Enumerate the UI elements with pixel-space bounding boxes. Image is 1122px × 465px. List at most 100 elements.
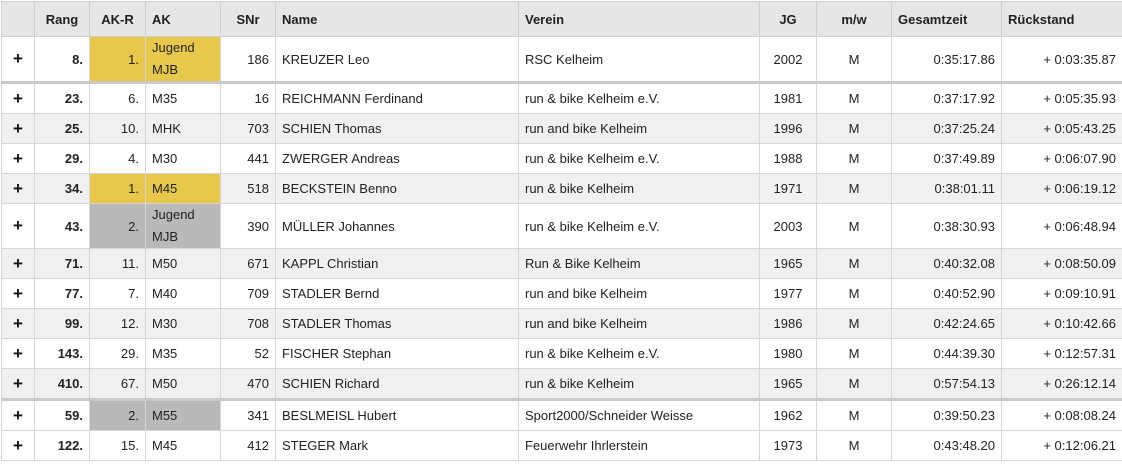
cell-rueckstand: + 0:08:50.09: [1002, 249, 1122, 279]
cell-gesamtzeit: 0:44:39.30: [892, 339, 1002, 369]
cell-ak: M30: [146, 144, 221, 174]
cell-gesamtzeit: 0:35:17.86: [892, 37, 1002, 83]
expand-button[interactable]: +: [2, 37, 35, 83]
cell-rueckstand: + 0:26:12.14: [1002, 369, 1122, 400]
cell-mw: M: [817, 279, 892, 309]
expand-button[interactable]: +: [2, 174, 35, 204]
cell-jg: 2002: [760, 37, 817, 83]
cell-rang: 143.: [35, 339, 90, 369]
col-header-mw[interactable]: m/w: [817, 2, 892, 37]
col-header-ak-r[interactable]: AK-R: [90, 2, 146, 37]
cell-snr: 341: [221, 400, 276, 431]
col-header-name[interactable]: Name: [276, 2, 519, 37]
col-header-verein[interactable]: Verein: [519, 2, 760, 37]
col-header-snr[interactable]: SNr: [221, 2, 276, 37]
cell-ak-rank: 1.: [90, 37, 146, 83]
cell-rueckstand: + 0:09:10.91: [1002, 279, 1122, 309]
cell-verein: run and bike Kelheim: [519, 279, 760, 309]
expand-button[interactable]: +: [2, 431, 35, 461]
cell-gesamtzeit: 0:57:54.13: [892, 369, 1002, 400]
cell-mw: M: [817, 174, 892, 204]
cell-name: STADLER Thomas: [276, 309, 519, 339]
cell-name: KREUZER Leo: [276, 37, 519, 83]
cell-ak-rank: 67.: [90, 369, 146, 400]
col-header-gesamtzeit[interactable]: Gesamtzeit: [892, 2, 1002, 37]
cell-verein: run and bike Kelheim: [519, 114, 760, 144]
cell-ak-rank: 2.: [90, 400, 146, 431]
cell-snr: 441: [221, 144, 276, 174]
cell-name: STEGER Mark: [276, 431, 519, 461]
cell-ak: M50: [146, 249, 221, 279]
cell-jg: 1981: [760, 83, 817, 114]
cell-mw: M: [817, 37, 892, 83]
cell-rueckstand: + 0:12:57.31: [1002, 339, 1122, 369]
cell-mw: M: [817, 339, 892, 369]
cell-rang: 410.: [35, 369, 90, 400]
cell-rang: 59.: [35, 400, 90, 431]
cell-verein: run and bike Kelheim: [519, 309, 760, 339]
cell-rueckstand: + 0:05:43.25: [1002, 114, 1122, 144]
cell-mw: M: [817, 400, 892, 431]
cell-rang: 77.: [35, 279, 90, 309]
cell-jg: 1980: [760, 339, 817, 369]
cell-jg: 1977: [760, 279, 817, 309]
cell-ak-rank: 7.: [90, 279, 146, 309]
cell-ak: MHK: [146, 114, 221, 144]
expand-button[interactable]: +: [2, 83, 35, 114]
expand-button[interactable]: +: [2, 339, 35, 369]
col-header-rang[interactable]: Rang: [35, 2, 90, 37]
cell-rang: 34.: [35, 174, 90, 204]
cell-ak: M30: [146, 309, 221, 339]
expand-button[interactable]: +: [2, 279, 35, 309]
cell-jg: 1962: [760, 400, 817, 431]
cell-gesamtzeit: 0:37:49.89: [892, 144, 1002, 174]
expand-button[interactable]: +: [2, 204, 35, 249]
cell-mw: M: [817, 369, 892, 400]
cell-ak: Jugend MJB: [146, 37, 221, 83]
cell-name: BESLMEISL Hubert: [276, 400, 519, 431]
cell-rueckstand: + 0:05:35.93: [1002, 83, 1122, 114]
expand-button[interactable]: +: [2, 369, 35, 400]
expand-button[interactable]: +: [2, 144, 35, 174]
cell-rang: 71.: [35, 249, 90, 279]
cell-verein: run & bike Kelheim: [519, 174, 760, 204]
col-header-jg[interactable]: JG: [760, 2, 817, 37]
cell-rueckstand: + 0:06:48.94: [1002, 204, 1122, 249]
cell-mw: M: [817, 144, 892, 174]
cell-rang: 8.: [35, 37, 90, 83]
cell-rang: 43.: [35, 204, 90, 249]
cell-verein: RSC Kelheim: [519, 37, 760, 83]
cell-snr: 709: [221, 279, 276, 309]
expand-button[interactable]: +: [2, 249, 35, 279]
expand-button[interactable]: +: [2, 114, 35, 144]
cell-snr: 470: [221, 369, 276, 400]
col-header-rueckstand[interactable]: Rückstand: [1002, 2, 1122, 37]
expand-button[interactable]: +: [2, 400, 35, 431]
cell-verein: run & bike Kelheim e.V.: [519, 339, 760, 369]
cell-ak: M50: [146, 369, 221, 400]
cell-snr: 16: [221, 83, 276, 114]
cell-rang: 122.: [35, 431, 90, 461]
cell-gesamtzeit: 0:42:24.65: [892, 309, 1002, 339]
col-header-ak[interactable]: AK: [146, 2, 221, 37]
cell-snr: 708: [221, 309, 276, 339]
table-header-row: Rang AK-R AK SNr Name Verein JG m/w Gesa…: [2, 2, 1122, 37]
cell-rueckstand: + 0:12:06.21: [1002, 431, 1122, 461]
cell-ak-rank: 29.: [90, 339, 146, 369]
cell-name: FISCHER Stephan: [276, 339, 519, 369]
expand-button[interactable]: +: [2, 309, 35, 339]
